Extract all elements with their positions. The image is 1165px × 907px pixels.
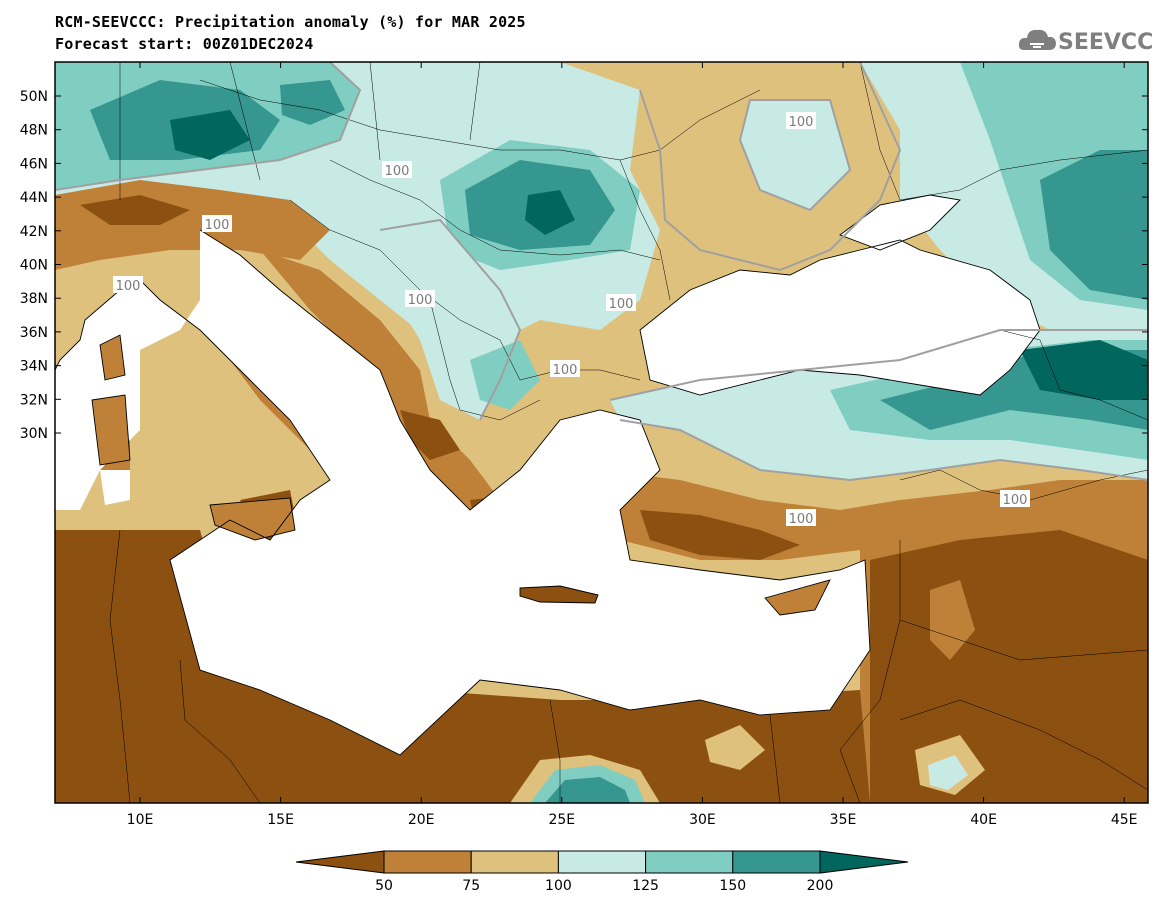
lon-label: 20E (408, 812, 435, 828)
contour-label: 100 (205, 218, 230, 233)
lon-label: 25E (548, 812, 575, 828)
lat-label: 36N (20, 325, 48, 341)
contour-label: 100 (408, 293, 433, 308)
lat-label: 32N (20, 392, 48, 408)
lat-label: 48N (20, 123, 48, 139)
map-title: RCM-SEEVCCC: Precipitation anomaly (%) f… (55, 13, 526, 31)
anomaly-region (170, 110, 250, 160)
coastlines (55, 194, 1041, 756)
colorbar-tick-label: 125 (632, 878, 659, 894)
contour-label: 100 (116, 279, 141, 294)
anomaly-region (1040, 150, 1148, 300)
anomaly-region (55, 530, 870, 803)
sea-mask (100, 470, 130, 505)
colorbar-tick-label: 200 (807, 878, 834, 894)
anomaly-region (280, 80, 345, 125)
colorbar-tick-label: 75 (462, 878, 480, 894)
lat-label: 30N (20, 426, 48, 442)
anomaly-region (640, 510, 800, 560)
logo-text: SEEVCCC (1058, 30, 1153, 54)
anomaly-region (1020, 340, 1148, 400)
contour-label: 100 (609, 297, 634, 312)
lat-label: 46N (20, 156, 48, 172)
anomaly-region (740, 100, 850, 210)
island (765, 580, 830, 615)
colorbar-segment (732, 850, 821, 874)
anomaly-region (400, 410, 460, 460)
colorbar-segment (470, 850, 559, 874)
colorbar-segment (383, 850, 472, 874)
colorbar-segment (557, 850, 647, 874)
forecast-start-label: Forecast start: 00Z01DEC2024 (55, 35, 314, 53)
colorbar-tick-label: 150 (719, 878, 746, 894)
anomaly-region (928, 755, 968, 790)
lon-label: 15E (267, 812, 294, 828)
contour-label: 100 (385, 164, 410, 179)
lat-label: 34N (20, 359, 48, 375)
anomaly-region (930, 580, 975, 660)
anomaly-region (525, 190, 575, 235)
contour-labels: 100 100 100 100 100 100 100 100 100 (113, 112, 1030, 527)
lat-label: 40N (20, 258, 48, 274)
lat-label: 42N (20, 224, 48, 240)
anomaly-region (545, 777, 630, 803)
colorbar-segment (645, 850, 734, 874)
contour-100 (55, 62, 1148, 482)
cloud-icon (1018, 29, 1056, 50)
island (100, 335, 125, 380)
island (210, 498, 295, 540)
anomaly-region (705, 725, 765, 770)
anomaly-region (80, 195, 190, 225)
sea-mask (55, 230, 870, 755)
colorbar-segment (819, 850, 909, 874)
longitude-axis: 10E 15E 20E 25E 30E 35E 40E 45E (127, 62, 1138, 828)
seevccc-logo: SEEVCCC (1018, 29, 1153, 54)
lat-label: 38N (20, 291, 48, 307)
contour-label: 100 (789, 115, 814, 130)
lat-label: 50N (20, 89, 48, 105)
sea-mask (640, 240, 1040, 395)
colorbar-tick-label: 50 (375, 878, 393, 894)
lon-label: 30E (689, 812, 716, 828)
contour-label: 100 (1003, 493, 1028, 508)
anomaly-region (470, 340, 540, 410)
sea-mask (840, 195, 960, 250)
latitude-axis: 50N 48N 46N 44N 42N 40N 38N 36N 34N 32N 30N (20, 89, 1148, 442)
lat-label: 44N (20, 190, 48, 206)
lon-label: 10E (127, 812, 154, 828)
anomaly-region (870, 530, 1148, 803)
anomaly-field (55, 62, 1148, 803)
colorbar-tick-label: 100 (545, 878, 572, 894)
colorbar-segment (295, 850, 385, 874)
lon-label: 35E (830, 812, 857, 828)
island (520, 586, 598, 603)
contour-label: 100 (553, 363, 578, 378)
colorbar: 50 75 100 125 150 200 (295, 850, 909, 894)
contour-label: 100 (789, 512, 814, 527)
lon-label: 40E (970, 812, 997, 828)
island (92, 395, 130, 465)
lon-label: 45E (1111, 812, 1138, 828)
